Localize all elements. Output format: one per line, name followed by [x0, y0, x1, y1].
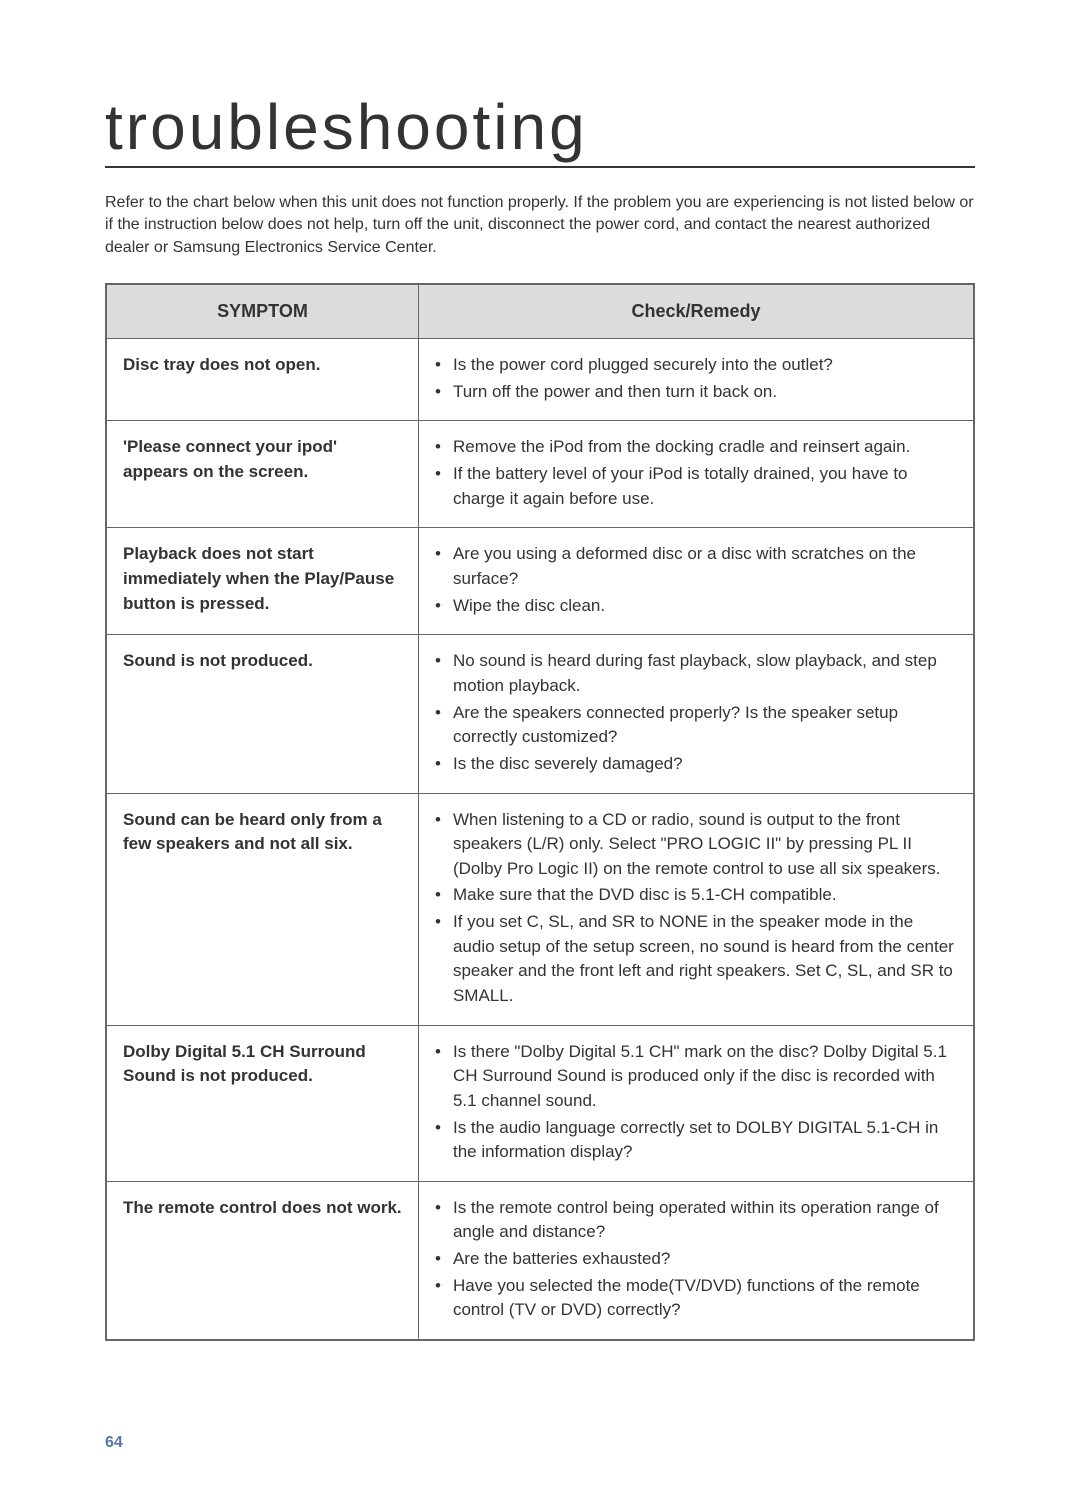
- remedy-item: No sound is heard during fast playback, …: [435, 649, 957, 698]
- remedy-item: Make sure that the DVD disc is 5.1-CH co…: [435, 883, 957, 908]
- table-row: The remote control does not work. Is the …: [106, 1181, 974, 1340]
- table-row: Dolby Digital 5.1 CH Surround Sound is n…: [106, 1025, 974, 1181]
- page-title: troubleshooting: [105, 90, 975, 168]
- table-row: Sound is not produced. No sound is heard …: [106, 635, 974, 793]
- remedy-item: Is the power cord plugged securely into …: [435, 353, 957, 378]
- intro-text: Refer to the chart below when this unit …: [105, 192, 975, 259]
- remedy-cell: Remove the iPod from the docking cradle …: [418, 421, 974, 528]
- remedy-item: Is there "Dolby Digital 5.1 CH" mark on …: [435, 1040, 957, 1114]
- remedy-item: Is the remote control being operated wit…: [435, 1196, 957, 1245]
- remedy-item: If the battery level of your iPod is tot…: [435, 462, 957, 511]
- remedy-item: Turn off the power and then turn it back…: [435, 380, 957, 405]
- remedy-cell: Is the remote control being operated wit…: [418, 1181, 974, 1340]
- table-row: Playback does not start immediately when…: [106, 528, 974, 635]
- remedy-item: Are you using a deformed disc or a disc …: [435, 542, 957, 591]
- symptom-cell: The remote control does not work.: [106, 1181, 418, 1340]
- remedy-item: Have you selected the mode(TV/DVD) funct…: [435, 1274, 957, 1323]
- remedy-item: Remove the iPod from the docking cradle …: [435, 435, 957, 460]
- table-row: Disc tray does not open. Is the power cor…: [106, 339, 974, 421]
- symptom-cell: Sound can be heard only from a few speak…: [106, 793, 418, 1025]
- remedy-item: If you set C, SL, and SR to NONE in the …: [435, 910, 957, 1009]
- remedy-cell: Is there "Dolby Digital 5.1 CH" mark on …: [418, 1025, 974, 1181]
- page-number: 64: [105, 1434, 123, 1452]
- remedy-item: Wipe the disc clean.: [435, 594, 957, 619]
- remedy-item: Are the batteries exhausted?: [435, 1247, 957, 1272]
- table-row: 'Please connect your ipod' appears on th…: [106, 421, 974, 528]
- remedy-cell: No sound is heard during fast playback, …: [418, 635, 974, 793]
- remedy-cell: When listening to a CD or radio, sound i…: [418, 793, 974, 1025]
- symptom-cell: Sound is not produced.: [106, 635, 418, 793]
- symptom-cell: 'Please connect your ipod' appears on th…: [106, 421, 418, 528]
- symptom-cell: Disc tray does not open.: [106, 339, 418, 421]
- table-body: Disc tray does not open. Is the power cor…: [106, 339, 974, 1340]
- remedy-item: Are the speakers connected properly? Is …: [435, 701, 957, 750]
- header-remedy: Check/Remedy: [418, 284, 974, 339]
- remedy-cell: Are you using a deformed disc or a disc …: [418, 528, 974, 635]
- symptom-cell: Dolby Digital 5.1 CH Surround Sound is n…: [106, 1025, 418, 1181]
- remedy-cell: Is the power cord plugged securely into …: [418, 339, 974, 421]
- remedy-item: Is the disc severely damaged?: [435, 752, 957, 777]
- remedy-item: When listening to a CD or radio, sound i…: [435, 808, 957, 882]
- remedy-item: Is the audio language correctly set to D…: [435, 1116, 957, 1165]
- table-row: Sound can be heard only from a few speak…: [106, 793, 974, 1025]
- symptom-cell: Playback does not start immediately when…: [106, 528, 418, 635]
- troubleshooting-table: SYMPTOM Check/Remedy Disc tray does not …: [105, 283, 975, 1341]
- header-symptom: SYMPTOM: [106, 284, 418, 339]
